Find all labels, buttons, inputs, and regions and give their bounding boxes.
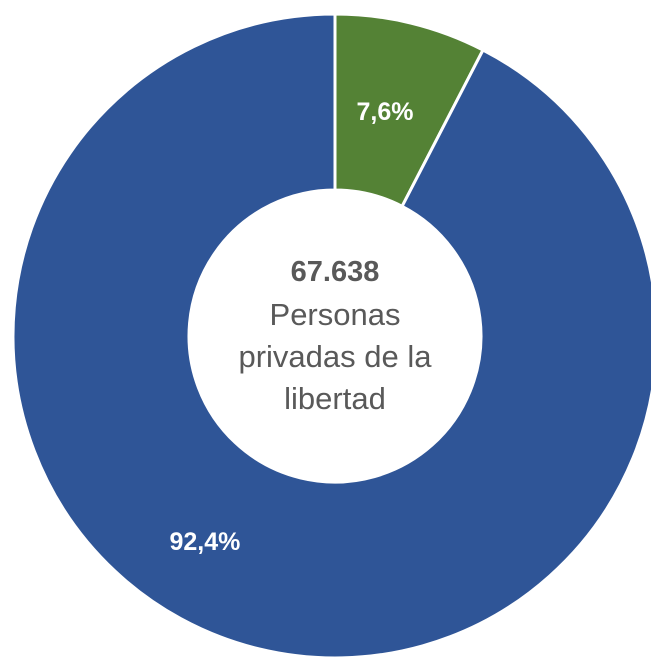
center-text-group: 67.638 Personas privadas de la libertad [238,256,432,416]
center-caption-line-2: privadas de la [238,339,432,374]
donut-slice-2 [11,12,651,657]
slice-data-label-1: 7,6% [357,98,414,126]
slice-labels-group: 7,6% 92,4% [169,98,413,556]
center-caption-line-3: libertad [284,381,386,416]
slice-data-label-2: 92,4% [169,528,240,556]
slices-group [11,12,651,657]
center-total-value: 67.638 [291,256,380,288]
center-caption-line-1: Personas [270,297,401,332]
